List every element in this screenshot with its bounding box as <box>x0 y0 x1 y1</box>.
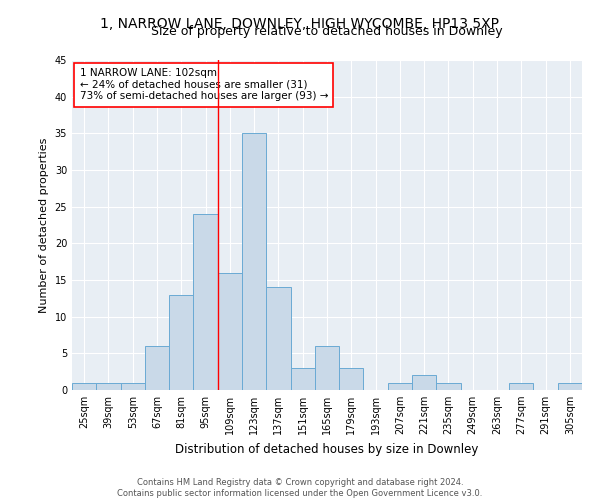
Bar <box>266 288 290 390</box>
Bar <box>121 382 145 390</box>
Bar <box>436 382 461 390</box>
Bar <box>145 346 169 390</box>
Bar <box>339 368 364 390</box>
Bar <box>169 294 193 390</box>
Bar <box>72 382 96 390</box>
Bar <box>509 382 533 390</box>
X-axis label: Distribution of detached houses by size in Downley: Distribution of detached houses by size … <box>175 442 479 456</box>
Bar <box>193 214 218 390</box>
Title: Size of property relative to detached houses in Downley: Size of property relative to detached ho… <box>151 25 503 38</box>
Bar <box>218 272 242 390</box>
Bar <box>96 382 121 390</box>
Bar <box>315 346 339 390</box>
Bar <box>412 376 436 390</box>
Bar <box>558 382 582 390</box>
Text: Contains HM Land Registry data © Crown copyright and database right 2024.
Contai: Contains HM Land Registry data © Crown c… <box>118 478 482 498</box>
Text: 1 NARROW LANE: 102sqm
← 24% of detached houses are smaller (31)
73% of semi-deta: 1 NARROW LANE: 102sqm ← 24% of detached … <box>80 68 328 102</box>
Bar <box>242 134 266 390</box>
Bar <box>388 382 412 390</box>
Bar <box>290 368 315 390</box>
Y-axis label: Number of detached properties: Number of detached properties <box>39 138 49 312</box>
Text: 1, NARROW LANE, DOWNLEY, HIGH WYCOMBE, HP13 5XP: 1, NARROW LANE, DOWNLEY, HIGH WYCOMBE, H… <box>101 18 499 32</box>
